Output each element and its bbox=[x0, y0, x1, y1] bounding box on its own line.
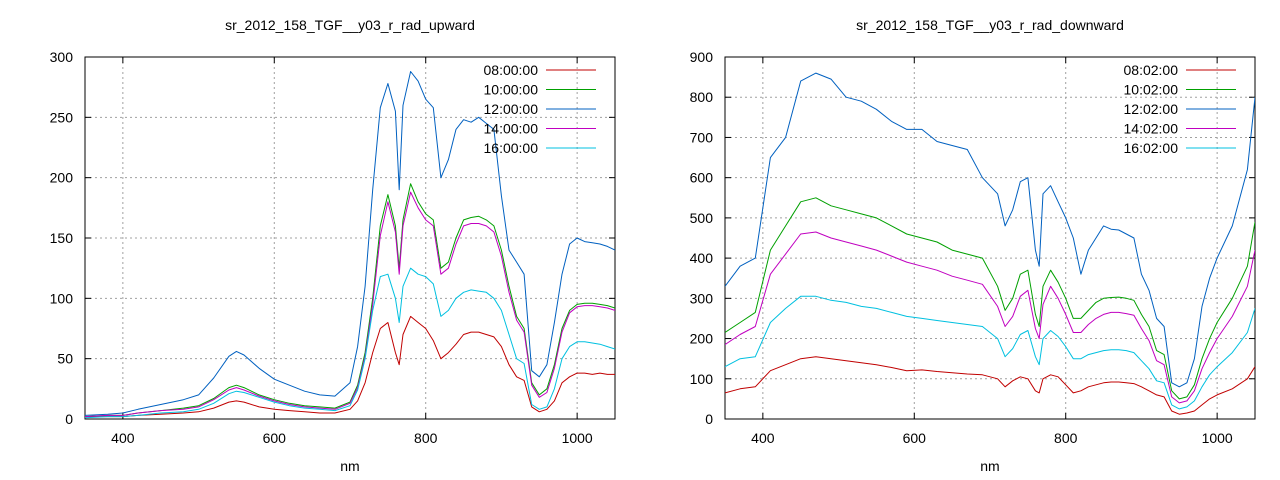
y-tick-label: 150 bbox=[50, 230, 74, 246]
y-tick-label: 600 bbox=[690, 170, 714, 186]
x-tick-label: 400 bbox=[751, 430, 775, 446]
legend-label: 12:02:00 bbox=[1124, 101, 1179, 117]
plot-frame bbox=[724, 56, 1256, 420]
x-tick-label: 600 bbox=[263, 430, 287, 446]
y-tick-label: 50 bbox=[57, 351, 73, 367]
x-tick-label: 600 bbox=[903, 430, 927, 446]
series-line-100200 bbox=[725, 197, 1255, 400]
series-line-120000 bbox=[85, 71, 615, 416]
y-tick-label: 400 bbox=[690, 250, 714, 266]
x-axis-label: nm bbox=[980, 458, 999, 474]
legend-label: 10:02:00 bbox=[1124, 82, 1179, 98]
y-tick-label: 0 bbox=[65, 411, 73, 427]
x-tick-label: 1000 bbox=[1202, 430, 1233, 446]
y-tick-label: 0 bbox=[705, 411, 713, 427]
x-tick-label: 1000 bbox=[562, 430, 593, 446]
x-tick-label: 400 bbox=[111, 430, 135, 446]
y-tick-label: 100 bbox=[50, 290, 74, 306]
legend-label: 14:00:00 bbox=[484, 121, 539, 137]
y-tick-label: 700 bbox=[690, 129, 714, 145]
legend-label: 12:00:00 bbox=[484, 101, 539, 117]
chart-panel-1: sr_2012_158_TGF__y03_r_rad_upward 0 50 100 1… bbox=[50, 17, 616, 474]
y-tick-label: 300 bbox=[690, 290, 714, 306]
y-tick-label: 200 bbox=[690, 331, 714, 347]
series-line-080000 bbox=[85, 315, 615, 418]
series-line-140200 bbox=[725, 231, 1255, 404]
chart-title: sr_2012_158_TGF__y03_r_rad_upward bbox=[225, 17, 475, 33]
legend-label: 08:00:00 bbox=[484, 62, 539, 78]
y-tick-label: 250 bbox=[50, 109, 74, 125]
x-tick-label: 800 bbox=[1054, 430, 1078, 446]
legend-label: 08:02:00 bbox=[1124, 62, 1179, 78]
y-tick-label: 200 bbox=[50, 170, 74, 186]
legend-label: 10:00:00 bbox=[484, 82, 539, 98]
y-tick-label: 100 bbox=[690, 371, 714, 387]
series-line-080200 bbox=[725, 356, 1255, 415]
series-line-100000 bbox=[85, 183, 615, 418]
y-tick-label: 500 bbox=[690, 210, 714, 226]
y-tick-label: 800 bbox=[690, 89, 714, 105]
y-tick-label: 900 bbox=[690, 49, 714, 65]
x-tick-label: 800 bbox=[414, 430, 438, 446]
legend-label: 16:00:00 bbox=[484, 140, 539, 156]
legend-label: 14:02:00 bbox=[1124, 121, 1179, 137]
chart-title: sr_2012_158_TGF__y03_r_rad_downward bbox=[856, 17, 1124, 33]
x-axis-label: nm bbox=[340, 458, 359, 474]
legend-label: 16:02:00 bbox=[1124, 140, 1179, 156]
series-line-140000 bbox=[85, 191, 615, 418]
series-line-160200 bbox=[725, 295, 1255, 410]
series-line-160000 bbox=[85, 267, 615, 419]
y-tick-label: 300 bbox=[50, 49, 74, 65]
series-line-120200 bbox=[725, 72, 1255, 388]
chart-panel-2: sr_2012_158_TGF__y03_r_rad_downward 0 100 2… bbox=[690, 17, 1256, 474]
